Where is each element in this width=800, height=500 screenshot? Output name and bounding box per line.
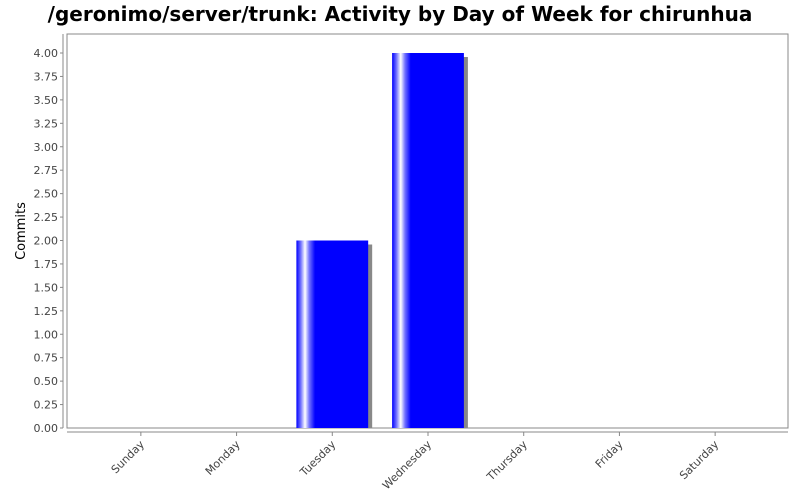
x-tick-label: Friday	[593, 438, 626, 471]
bar	[296, 240, 369, 428]
y-tick-label: 0.00	[34, 422, 59, 435]
y-tick-label: 1.75	[34, 258, 59, 271]
y-tick-label: 2.25	[34, 211, 59, 224]
chart-title: /geronimo/server/trunk: Activity by Day …	[47, 2, 753, 26]
y-tick-label: 0.75	[34, 352, 59, 365]
x-tick-label: Sunday	[109, 438, 148, 477]
y-tick-label: 1.50	[34, 281, 59, 294]
y-tick-label: 4.00	[34, 47, 59, 60]
y-tick-label: 2.50	[34, 188, 59, 201]
y-tick-label: 3.75	[34, 70, 59, 83]
y-tick-label: 1.00	[34, 328, 59, 341]
y-tick-label: 0.25	[34, 399, 59, 412]
x-tick-label: Wednesday	[380, 438, 435, 493]
y-tick-label: 3.00	[34, 141, 59, 154]
bars	[296, 53, 468, 428]
x-axis: Sunday Monday Tuesday Wednesday Thursday Frid…	[67, 431, 788, 493]
y-axis-title: Commits	[14, 202, 29, 260]
x-tick-label: Monday	[203, 438, 243, 478]
y-tick-label: 3.25	[34, 117, 59, 130]
x-tick-label: Tuesday	[297, 438, 339, 480]
x-tick-label: Saturday	[677, 438, 722, 483]
y-tick-label: 0.50	[34, 375, 59, 388]
y-axis: 0.00 0.25 0.50 0.75 1.00 1.25 1.50 1.75 2.00 2.25…	[34, 34, 64, 435]
y-tick-label: 3.50	[34, 94, 59, 107]
x-tick-label: Thursday	[484, 438, 530, 484]
bar	[392, 53, 464, 428]
y-tick-label: 2.75	[34, 164, 59, 177]
y-tick-label: 1.25	[34, 305, 59, 318]
y-tick-label: 2.00	[34, 235, 59, 248]
